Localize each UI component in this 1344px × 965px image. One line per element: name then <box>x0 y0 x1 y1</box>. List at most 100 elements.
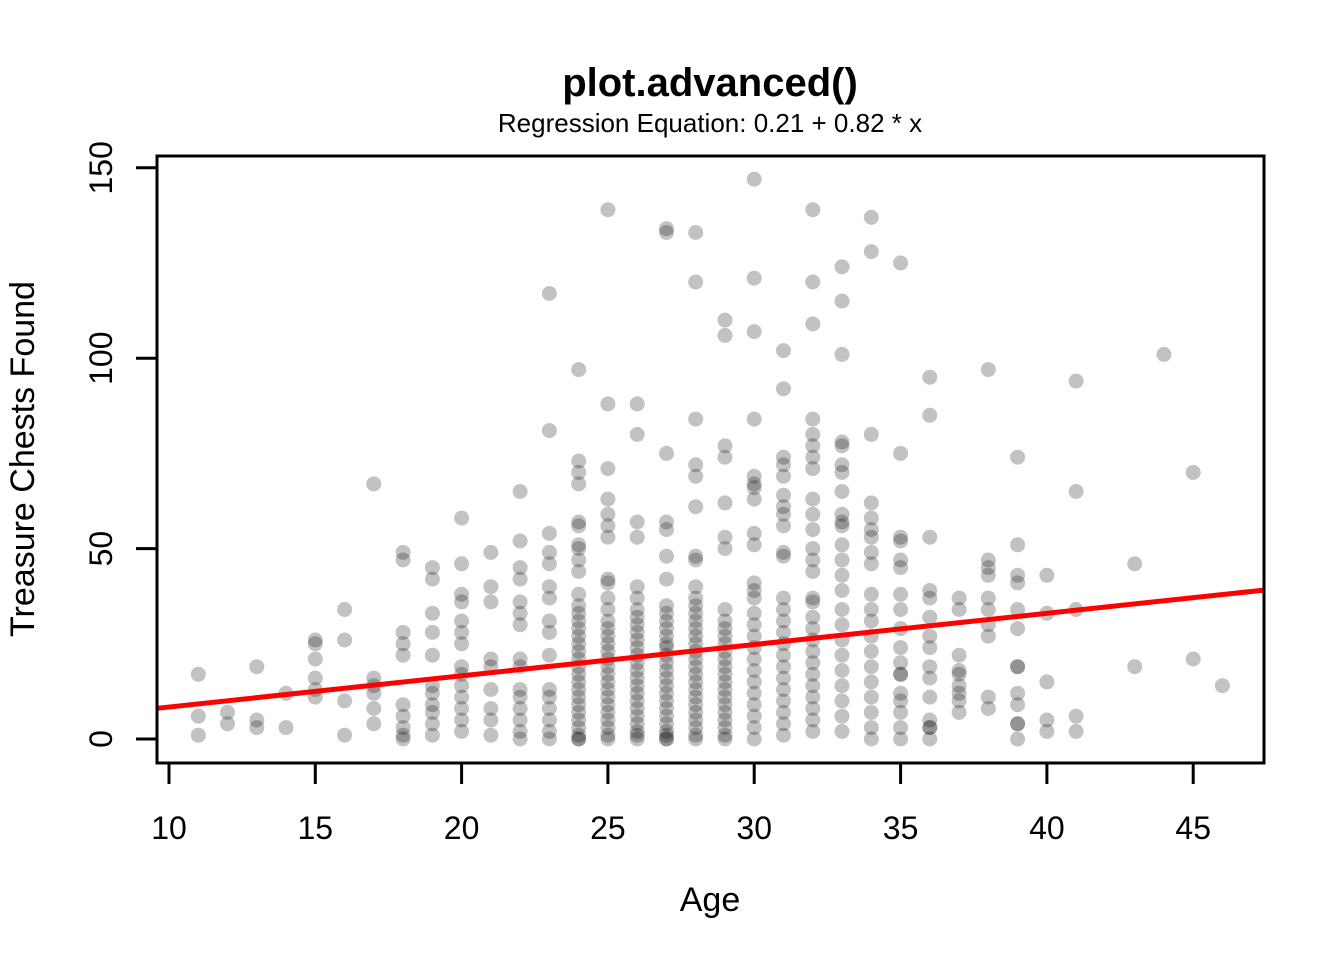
data-point <box>717 621 733 637</box>
data-point <box>600 727 616 743</box>
data-point <box>746 583 762 598</box>
data-point <box>746 270 762 286</box>
data-point <box>980 701 996 716</box>
data-point <box>541 731 557 747</box>
data-point <box>893 693 909 709</box>
data-point <box>571 518 587 534</box>
x-tick-label: 40 <box>1029 810 1065 846</box>
data-point <box>512 605 528 621</box>
data-point <box>541 525 557 541</box>
data-point <box>571 476 587 492</box>
data-point <box>424 678 440 694</box>
data-point <box>659 571 674 587</box>
data-point <box>307 670 323 686</box>
data-point <box>805 274 821 290</box>
data-point <box>395 544 411 560</box>
data-point <box>366 670 382 686</box>
data-point <box>571 689 587 705</box>
data-point <box>1010 731 1026 747</box>
data-point <box>863 674 879 690</box>
data-point <box>922 529 938 545</box>
x-axis-title: Age <box>680 881 741 919</box>
data-point <box>922 590 938 606</box>
data-point <box>571 362 587 378</box>
data-point <box>454 556 470 572</box>
data-point <box>600 697 616 713</box>
data-point <box>454 723 470 739</box>
data-point <box>659 708 674 724</box>
data-point <box>659 716 674 732</box>
data-point <box>688 598 704 614</box>
data-point <box>659 598 674 614</box>
data-point <box>688 274 704 290</box>
data-point <box>922 720 938 736</box>
data-point <box>512 571 528 587</box>
data-point <box>541 544 557 560</box>
data-point <box>717 674 733 690</box>
data-point <box>571 621 587 637</box>
data-point <box>805 712 821 728</box>
data-point <box>483 651 499 667</box>
data-point <box>776 548 791 564</box>
data-point <box>805 655 821 671</box>
data-point <box>600 720 616 736</box>
data-point <box>1039 723 1055 739</box>
data-point <box>893 640 909 656</box>
data-point <box>600 491 616 507</box>
data-point <box>629 632 645 648</box>
data-point <box>717 659 733 675</box>
data-point <box>541 624 557 640</box>
data-point <box>541 613 557 629</box>
data-point <box>717 438 733 454</box>
data-point <box>805 666 821 682</box>
data-point <box>1156 346 1172 362</box>
data-point <box>1010 659 1026 675</box>
data-point <box>395 708 411 724</box>
data-point <box>483 701 499 716</box>
data-point <box>541 590 557 606</box>
data-point <box>776 659 791 675</box>
data-point <box>541 286 557 301</box>
data-point <box>688 590 704 606</box>
data-point <box>776 487 791 503</box>
data-point <box>395 552 411 568</box>
data-point <box>688 636 704 652</box>
data-point <box>834 484 850 499</box>
data-point <box>629 678 645 694</box>
data-point <box>483 544 499 560</box>
data-point <box>629 685 645 701</box>
data-point <box>366 701 382 716</box>
data-point <box>541 423 557 439</box>
data-point <box>805 541 821 557</box>
data-point <box>190 708 206 724</box>
data-point <box>893 666 909 682</box>
data-point <box>424 560 440 576</box>
data-point <box>922 369 938 385</box>
data-point <box>600 396 616 412</box>
data-point <box>688 579 704 595</box>
data-point <box>776 499 791 515</box>
data-point <box>688 674 704 690</box>
data-point <box>688 689 704 705</box>
data-point <box>307 636 323 652</box>
data-point <box>512 560 528 576</box>
data-point <box>571 464 587 480</box>
data-point <box>746 171 762 187</box>
data-point <box>717 666 733 682</box>
data-point <box>337 632 353 648</box>
data-point <box>483 594 499 610</box>
data-point <box>571 674 587 690</box>
data-point <box>512 723 528 739</box>
data-point <box>659 548 674 564</box>
data-point <box>863 659 879 675</box>
data-point <box>512 617 528 633</box>
data-point <box>834 506 850 522</box>
data-point <box>776 670 791 686</box>
data-point <box>776 590 791 606</box>
data-point <box>688 720 704 736</box>
data-point <box>600 571 616 587</box>
data-point <box>1068 373 1084 389</box>
data-point <box>659 221 674 237</box>
data-point <box>541 682 557 697</box>
